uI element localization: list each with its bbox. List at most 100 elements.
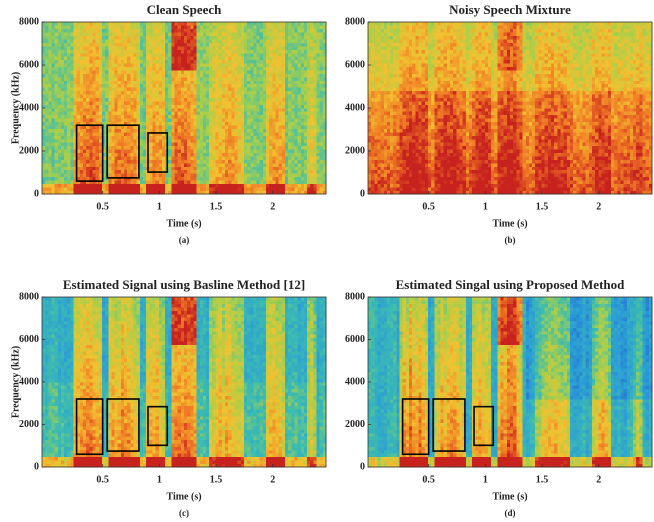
spectrogram-cell <box>301 36 304 40</box>
spectrogram-cell <box>70 39 73 43</box>
spectrogram-cell <box>269 142 272 146</box>
spectrogram-cell <box>86 43 89 47</box>
spectrogram-cell <box>58 146 61 150</box>
spectrogram-cell <box>111 43 114 47</box>
spectrogram-cell <box>99 77 102 81</box>
spectrogram-cell <box>228 180 231 184</box>
spectrogram-cell <box>92 132 95 136</box>
spectrogram-cell <box>193 77 196 81</box>
spectrogram-cell <box>219 53 222 57</box>
spectrogram-cell <box>310 53 313 57</box>
spectrogram-cell <box>61 142 64 146</box>
spectrogram-cell <box>374 146 377 150</box>
spectrogram-cell <box>234 180 237 184</box>
spectrogram-cell <box>212 125 215 129</box>
spectrogram-cell <box>301 108 304 112</box>
spectrogram-cell <box>115 160 118 164</box>
spectrogram-cell <box>368 87 371 91</box>
spectrogram-cell <box>257 180 260 184</box>
spectrogram-cell <box>381 129 384 133</box>
spectrogram-cell <box>58 43 61 47</box>
spectrogram-cell <box>241 180 244 184</box>
spectrogram-cell <box>187 77 190 81</box>
spectrogram-cell <box>165 118 168 122</box>
spectrogram-cell <box>108 36 111 40</box>
spectrogram-cell <box>209 53 212 57</box>
spectrogram-cell <box>269 94 272 98</box>
spectrogram-cell <box>187 46 190 50</box>
spectrogram-cell <box>381 184 384 188</box>
spectrogram-cell <box>225 184 228 188</box>
spectrogram-cell <box>384 39 387 43</box>
spectrogram-cell <box>387 173 390 177</box>
spectrogram-cell <box>317 77 320 81</box>
spectrogram-cell <box>298 129 301 133</box>
spectrogram-cell <box>51 108 54 112</box>
spectrogram-cell <box>228 177 231 181</box>
spectrogram-cell <box>171 187 174 191</box>
spectrogram-cell <box>162 187 165 191</box>
spectrogram-cell <box>260 177 263 181</box>
spectrogram-cell <box>140 173 143 177</box>
spectrogram-cell <box>294 98 297 102</box>
spectrogram-cell <box>165 87 168 91</box>
spectrogram-cell <box>231 132 234 136</box>
spectrogram-cell <box>67 125 70 129</box>
spectrogram-cell <box>317 142 320 146</box>
spectrogram-cell <box>282 139 285 143</box>
spectrogram-cell <box>304 60 307 64</box>
spectrogram-cell <box>384 60 387 64</box>
spectrogram-cell <box>187 132 190 136</box>
spectrogram-cell <box>140 25 143 29</box>
spectrogram-cell <box>203 132 206 136</box>
spectrogram-cell <box>260 77 263 81</box>
spectrogram-cell <box>143 105 146 109</box>
spectrogram-cell <box>140 84 143 88</box>
spectrogram-cell <box>203 91 206 95</box>
spectrogram-cell <box>253 91 256 95</box>
spectrogram-cell <box>250 170 253 174</box>
spectrogram-cell <box>291 136 294 140</box>
spectrogram-cell <box>156 118 159 122</box>
spectrogram-cell <box>74 184 77 188</box>
spectrogram-cell <box>272 170 275 174</box>
spectrogram-cell <box>89 32 92 36</box>
spectrogram-cell <box>124 108 127 112</box>
spectrogram-cell <box>187 22 190 26</box>
spectrogram-cell <box>288 111 291 115</box>
spectrogram-cell <box>313 105 316 109</box>
spectrogram-cell <box>219 77 222 81</box>
spectrogram-cell <box>86 94 89 98</box>
spectrogram-cell <box>253 122 256 126</box>
spectrogram-cell <box>260 166 263 170</box>
spectrogram-cell <box>241 91 244 95</box>
spectrogram-cell <box>234 170 237 174</box>
spectrogram-cell <box>320 111 323 115</box>
spectrogram-cell <box>187 50 190 54</box>
spectrogram-cell <box>51 170 54 174</box>
spectrogram-cell <box>175 67 178 71</box>
spectrogram-cell <box>250 139 253 143</box>
spectrogram-cell <box>83 111 86 115</box>
spectrogram-cell <box>58 160 61 164</box>
spectrogram-cell <box>307 56 310 60</box>
spectrogram-cell <box>291 80 294 84</box>
spectrogram-cell <box>285 87 288 91</box>
spectrogram-cell <box>368 46 371 50</box>
spectrogram-cell <box>266 125 269 129</box>
spectrogram-cell <box>48 91 51 95</box>
spectrogram-cell <box>387 115 390 119</box>
spectrogram-cell <box>304 170 307 174</box>
spectrogram-cell <box>371 91 374 95</box>
spectrogram-cell <box>301 101 304 105</box>
spectrogram-cell <box>228 50 231 54</box>
spectrogram-cell <box>70 101 73 105</box>
spectrogram-cell <box>187 94 190 98</box>
spectrogram-cell <box>269 63 272 67</box>
spectrogram-cell <box>374 163 377 167</box>
spectrogram-cell <box>238 87 241 91</box>
spectrogram-cell <box>272 46 275 50</box>
spectrogram-cell <box>124 46 127 50</box>
spectrogram-cell <box>304 122 307 126</box>
spectrogram-cell <box>269 184 272 188</box>
